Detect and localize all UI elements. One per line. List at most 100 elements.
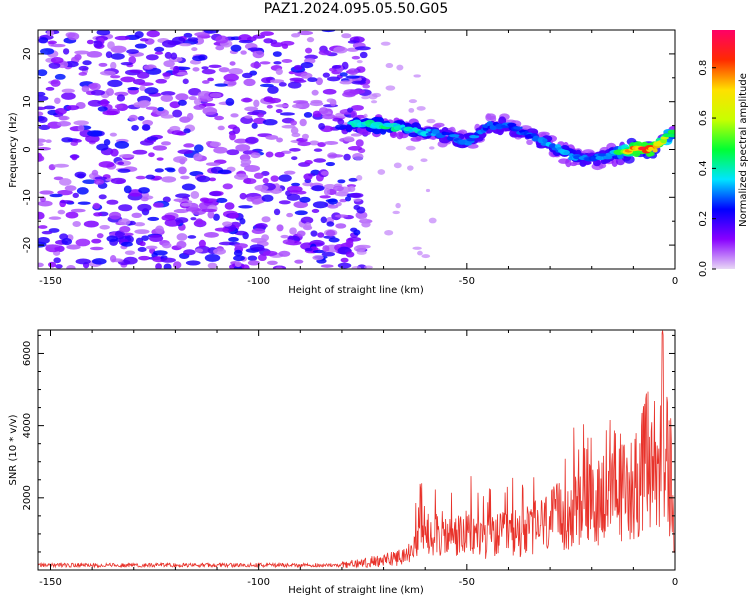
- heatmap-cell: [39, 190, 54, 195]
- heatmap-cell: [417, 250, 423, 256]
- spectrogram-x-axis-label: Height of straight line (km): [288, 285, 424, 296]
- heatmap-cell: [83, 220, 99, 228]
- heatmap-cell: [199, 197, 210, 203]
- heatmap-cell: [335, 124, 348, 130]
- heatmap-cell: [110, 75, 121, 79]
- heatmap-cell: [341, 61, 349, 70]
- heatmap-cell: [228, 213, 239, 219]
- heatmap-cell: [227, 81, 237, 86]
- heatmap-cell: [233, 255, 245, 262]
- heatmap-cell: [230, 44, 242, 52]
- heatmap-cell: [667, 129, 675, 135]
- heatmap-cell: [193, 153, 203, 161]
- heatmap-cell: [162, 72, 172, 77]
- heatmap-cell: [350, 227, 358, 233]
- heatmap-cell: [312, 201, 329, 209]
- heatmap-cell: [260, 31, 274, 36]
- heatmap-cell: [513, 126, 523, 130]
- heatmap-cell: [187, 37, 199, 42]
- heatmap-cell: [72, 138, 82, 143]
- heatmap-cell: [38, 95, 49, 102]
- heatmap-cell: [328, 154, 344, 158]
- heatmap-cell: [466, 138, 476, 142]
- heatmap-cell: [425, 128, 432, 132]
- heatmap-cell: [183, 143, 195, 148]
- heatmap-cell: [361, 95, 370, 100]
- heatmap-cell: [190, 217, 197, 221]
- heatmap-cell: [195, 218, 204, 225]
- heatmap-cell: [209, 92, 222, 98]
- heatmap-cell: [67, 32, 80, 41]
- heatmap-cell: [289, 147, 301, 152]
- colorbar: 0.0 0.2 0.4 0.6 0.8 Normalized spectral ampl…: [698, 30, 749, 277]
- heatmap-cell: [239, 192, 247, 200]
- heatmap-cell: [328, 237, 340, 243]
- heatmap-cell: [87, 130, 103, 137]
- heatmap-cell: [323, 184, 336, 190]
- heatmap-cell: [154, 51, 164, 55]
- heatmap-cell: [117, 168, 131, 173]
- heatmap-cell: [138, 82, 154, 86]
- heatmap-cell: [175, 217, 189, 224]
- heatmap-cell: [234, 173, 249, 180]
- heatmap-cell: [223, 73, 239, 82]
- heatmap-cell: [201, 103, 216, 107]
- heatmap-cell: [148, 234, 164, 243]
- heatmap-cell: [421, 254, 431, 259]
- heatmap-cell: [345, 75, 361, 79]
- heatmap-cell: [162, 39, 177, 48]
- heatmap-cell: [160, 91, 176, 96]
- heatmap-cell: [204, 253, 221, 262]
- y-tick-label: 6000: [22, 341, 33, 366]
- heatmap-cell: [222, 183, 233, 190]
- heatmap-cell: [407, 165, 414, 171]
- y-tick-label: -10: [22, 189, 33, 205]
- snr-frame: [37, 329, 676, 571]
- heatmap-cell: [124, 250, 136, 256]
- heatmap-cell: [297, 30, 314, 36]
- heatmap-cell: [247, 111, 260, 116]
- heatmap-cell: [322, 72, 330, 78]
- heatmap-cell: [38, 146, 52, 151]
- heatmap-cell: [106, 199, 119, 205]
- y-tick-label: 10: [22, 95, 33, 108]
- heatmap-cell: [98, 194, 107, 200]
- heatmap-cell: [66, 265, 76, 269]
- heatmap-cell: [225, 98, 235, 106]
- heatmap-cell: [304, 47, 313, 54]
- colorbar-tick-label: 0.6: [698, 110, 709, 126]
- heatmap-cell: [169, 125, 181, 132]
- heatmap-cell: [326, 221, 335, 227]
- heatmap-cell: [408, 99, 418, 104]
- heatmap-cell: [343, 153, 351, 161]
- heatmap-cell: [143, 64, 154, 70]
- heatmap-cell: [53, 257, 61, 264]
- heatmap-cell: [38, 211, 45, 220]
- heatmap-cell: [359, 51, 368, 59]
- heatmap-cell: [192, 55, 206, 62]
- heatmap-cell: [317, 142, 326, 148]
- heatmap-cell: [201, 69, 216, 75]
- heatmap-cell: [372, 92, 382, 98]
- heatmap-cell: [38, 200, 53, 207]
- heatmap-cell: [294, 79, 307, 83]
- heatmap-cell: [345, 240, 354, 248]
- heatmap-cell: [70, 208, 86, 213]
- heatmap-cell: [62, 48, 70, 55]
- heatmap-cell: [315, 77, 323, 86]
- heatmap-cell: [86, 39, 94, 45]
- heatmap-cell: [250, 62, 262, 69]
- heatmap-cell: [194, 144, 204, 153]
- heatmap-cell: [281, 43, 289, 49]
- heatmap-cell: [362, 84, 371, 89]
- heatmap-cell: [274, 151, 285, 158]
- heatmap-cell: [90, 246, 104, 251]
- heatmap-cell: [147, 216, 160, 222]
- heatmap-cell: [105, 51, 113, 59]
- heatmap-cell: [337, 118, 345, 125]
- snr-y-axis-label: SNR (10 * v/v): [8, 414, 19, 485]
- heatmap-cell: [39, 196, 46, 203]
- heatmap-cell: [140, 100, 151, 107]
- heatmap-cell: [59, 200, 74, 204]
- heatmap-cell: [356, 60, 363, 64]
